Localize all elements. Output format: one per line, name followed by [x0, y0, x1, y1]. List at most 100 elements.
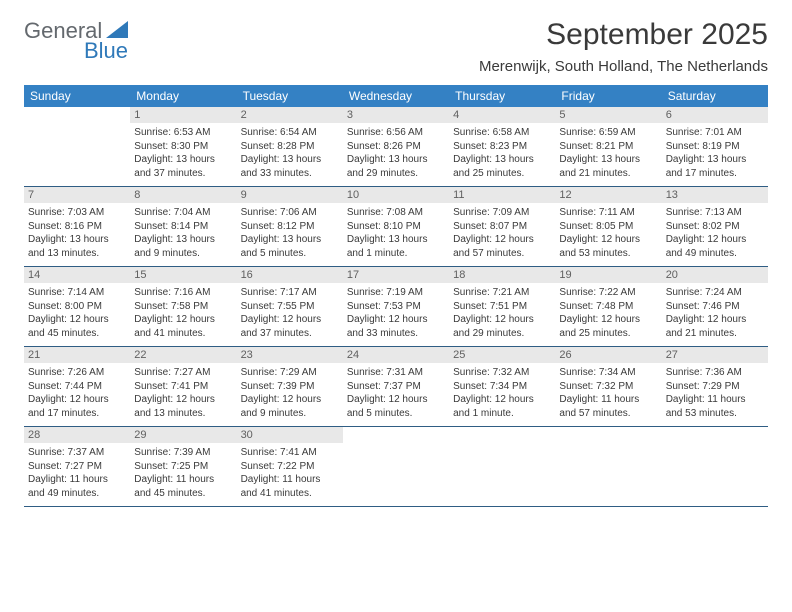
day-number: 18 [449, 267, 555, 283]
day-cell: 9 Sunrise: 7:06 AMSunset: 8:12 PMDaylight… [237, 187, 343, 266]
day-cell [343, 427, 449, 506]
day-header: Tuesday [237, 85, 343, 107]
day-cell: 17 Sunrise: 7:19 AMSunset: 7:53 PMDayligh… [343, 267, 449, 346]
day-number: 8 [130, 187, 236, 203]
day-number: 1 [130, 107, 236, 123]
day-header: Sunday [24, 85, 130, 107]
day-number: 11 [449, 187, 555, 203]
day-cell: 14Sunrise: 7:14 AMSunset: 8:00 PMDayligh… [24, 267, 130, 346]
day-number: 21 [24, 347, 130, 363]
day-info: Sunrise: 7:16 AMSunset: 7:58 PMDaylight:… [134, 286, 232, 340]
day-header: Friday [555, 85, 661, 107]
logo-block: General Blue [24, 18, 130, 64]
day-number: 24 [343, 347, 449, 363]
day-info: Sunrise: 7:32 AMSunset: 7:34 PMDaylight:… [453, 366, 551, 420]
day-number: 7 [24, 187, 130, 203]
day-info: Sunrise: 7:17 AMSunset: 7:55 PMDaylight:… [241, 286, 339, 340]
day-info: Sunrise: 7:37 AMSunset: 7:27 PMDaylight:… [28, 446, 126, 500]
day-info: Sunrise: 6:53 AMSunset: 8:30 PMDaylight:… [134, 126, 232, 180]
day-info: Sunrise: 7:01 AMSunset: 8:19 PMDaylight:… [666, 126, 764, 180]
day-number: 26 [555, 347, 661, 363]
day-info: Sunrise: 7:31 AMSunset: 7:37 PMDaylight:… [347, 366, 445, 420]
day-info: Sunrise: 7:13 AMSunset: 8:02 PMDaylight:… [666, 206, 764, 260]
day-info: Sunrise: 7:06 AMSunset: 8:12 PMDaylight:… [241, 206, 339, 260]
day-info: Sunrise: 7:24 AMSunset: 7:46 PMDaylight:… [666, 286, 764, 340]
day-info: Sunrise: 7:39 AMSunset: 7:25 PMDaylight:… [134, 446, 232, 500]
day-cell: 8 Sunrise: 7:04 AMSunset: 8:14 PMDaylight… [130, 187, 236, 266]
week-row: 21 Sunrise: 7:26 AMSunset: 7:44 PMDayligh… [24, 347, 768, 427]
day-cell: 16 Sunrise: 7:17 AMSunset: 7:55 PMDayligh… [237, 267, 343, 346]
day-info: Sunrise: 7:41 AMSunset: 7:22 PMDaylight:… [241, 446, 339, 500]
day-number: 22 [130, 347, 236, 363]
day-header: Thursday [449, 85, 555, 107]
day-number: 12 [555, 187, 661, 203]
header: General Blue September 2025 Merenwijk, S… [24, 18, 768, 75]
day-info: Sunrise: 7:27 AMSunset: 7:41 PMDaylight:… [134, 366, 232, 420]
day-cell [449, 427, 555, 506]
weeks-container: 1 Sunrise: 6:53 AMSunset: 8:30 PMDaylight… [24, 107, 768, 507]
day-number: 10 [343, 187, 449, 203]
day-info: Sunrise: 7:26 AMSunset: 7:44 PMDaylight:… [28, 366, 126, 420]
day-cell: 27 Sunrise: 7:36 AMSunset: 7:29 PMDayligh… [662, 347, 768, 426]
day-info: Sunrise: 7:29 AMSunset: 7:39 PMDaylight:… [241, 366, 339, 420]
day-cell: 1 Sunrise: 6:53 AMSunset: 8:30 PMDaylight… [130, 107, 236, 186]
day-header-row: SundayMondayTuesdayWednesdayThursdayFrid… [24, 85, 768, 107]
day-cell: 26 Sunrise: 7:34 AMSunset: 7:32 PMDayligh… [555, 347, 661, 426]
day-number: 29 [130, 427, 236, 443]
day-info: Sunrise: 7:36 AMSunset: 7:29 PMDaylight:… [666, 366, 764, 420]
day-cell: 4 Sunrise: 6:58 AMSunset: 8:23 PMDaylight… [449, 107, 555, 186]
day-cell: 28 Sunrise: 7:37 AMSunset: 7:27 PMDayligh… [24, 427, 130, 506]
week-row: 1 Sunrise: 6:53 AMSunset: 8:30 PMDaylight… [24, 107, 768, 187]
day-number: 13 [662, 187, 768, 203]
day-number: 9 [237, 187, 343, 203]
day-info: Sunrise: 6:59 AMSunset: 8:21 PMDaylight:… [559, 126, 657, 180]
day-cell: 29 Sunrise: 7:39 AMSunset: 7:25 PMDayligh… [130, 427, 236, 506]
week-row: 28 Sunrise: 7:37 AMSunset: 7:27 PMDayligh… [24, 427, 768, 507]
day-cell: 6 Sunrise: 7:01 AMSunset: 8:19 PMDaylight… [662, 107, 768, 186]
day-number: 4 [449, 107, 555, 123]
day-number: 16 [237, 267, 343, 283]
day-number: 28 [24, 427, 130, 443]
day-number: 17 [343, 267, 449, 283]
day-info: Sunrise: 7:21 AMSunset: 7:51 PMDaylight:… [453, 286, 551, 340]
day-header: Wednesday [343, 85, 449, 107]
day-info: Sunrise: 7:03 AMSunset: 8:16 PMDaylight:… [28, 206, 126, 260]
day-cell: 7 Sunrise: 7:03 AMSunset: 8:16 PMDaylight… [24, 187, 130, 266]
day-info: Sunrise: 7:19 AMSunset: 7:53 PMDaylight:… [347, 286, 445, 340]
day-cell: 21 Sunrise: 7:26 AMSunset: 7:44 PMDayligh… [24, 347, 130, 426]
calendar: SundayMondayTuesdayWednesdayThursdayFrid… [24, 85, 768, 507]
day-cell [24, 107, 130, 186]
day-header: Monday [130, 85, 236, 107]
location: Merenwijk, South Holland, The Netherland… [479, 58, 768, 75]
day-cell [555, 427, 661, 506]
day-info: Sunrise: 6:56 AMSunset: 8:26 PMDaylight:… [347, 126, 445, 180]
day-number: 25 [449, 347, 555, 363]
day-info: Sunrise: 7:04 AMSunset: 8:14 PMDaylight:… [134, 206, 232, 260]
day-cell: 22 Sunrise: 7:27 AMSunset: 7:41 PMDayligh… [130, 347, 236, 426]
day-number: 5 [555, 107, 661, 123]
day-number: 3 [343, 107, 449, 123]
day-number: 6 [662, 107, 768, 123]
day-cell: 12 Sunrise: 7:11 AMSunset: 8:05 PMDayligh… [555, 187, 661, 266]
day-info: Sunrise: 6:58 AMSunset: 8:23 PMDaylight:… [453, 126, 551, 180]
day-number: 14 [24, 267, 130, 283]
day-info: Sunrise: 7:11 AMSunset: 8:05 PMDaylight:… [559, 206, 657, 260]
day-cell: 10 Sunrise: 7:08 AMSunset: 8:10 PMDayligh… [343, 187, 449, 266]
day-info: Sunrise: 6:54 AMSunset: 8:28 PMDaylight:… [241, 126, 339, 180]
day-header: Saturday [662, 85, 768, 107]
day-cell: 20Sunrise: 7:24 AMSunset: 7:46 PMDayligh… [662, 267, 768, 346]
day-number: 30 [237, 427, 343, 443]
day-cell: 13 Sunrise: 7:13 AMSunset: 8:02 PMDayligh… [662, 187, 768, 266]
day-cell: 11Sunrise: 7:09 AMSunset: 8:07 PMDayligh… [449, 187, 555, 266]
logo-text-2: Blue [84, 38, 130, 64]
week-row: 14Sunrise: 7:14 AMSunset: 8:00 PMDayligh… [24, 267, 768, 347]
day-cell: 2Sunrise: 6:54 AMSunset: 8:28 PMDaylight… [237, 107, 343, 186]
day-info: Sunrise: 7:22 AMSunset: 7:48 PMDaylight:… [559, 286, 657, 340]
day-number: 19 [555, 267, 661, 283]
day-cell: 25 Sunrise: 7:32 AMSunset: 7:34 PMDayligh… [449, 347, 555, 426]
day-cell: 15 Sunrise: 7:16 AMSunset: 7:58 PMDayligh… [130, 267, 236, 346]
day-number: 15 [130, 267, 236, 283]
day-info: Sunrise: 7:08 AMSunset: 8:10 PMDaylight:… [347, 206, 445, 260]
day-info: Sunrise: 7:34 AMSunset: 7:32 PMDaylight:… [559, 366, 657, 420]
day-number: 27 [662, 347, 768, 363]
